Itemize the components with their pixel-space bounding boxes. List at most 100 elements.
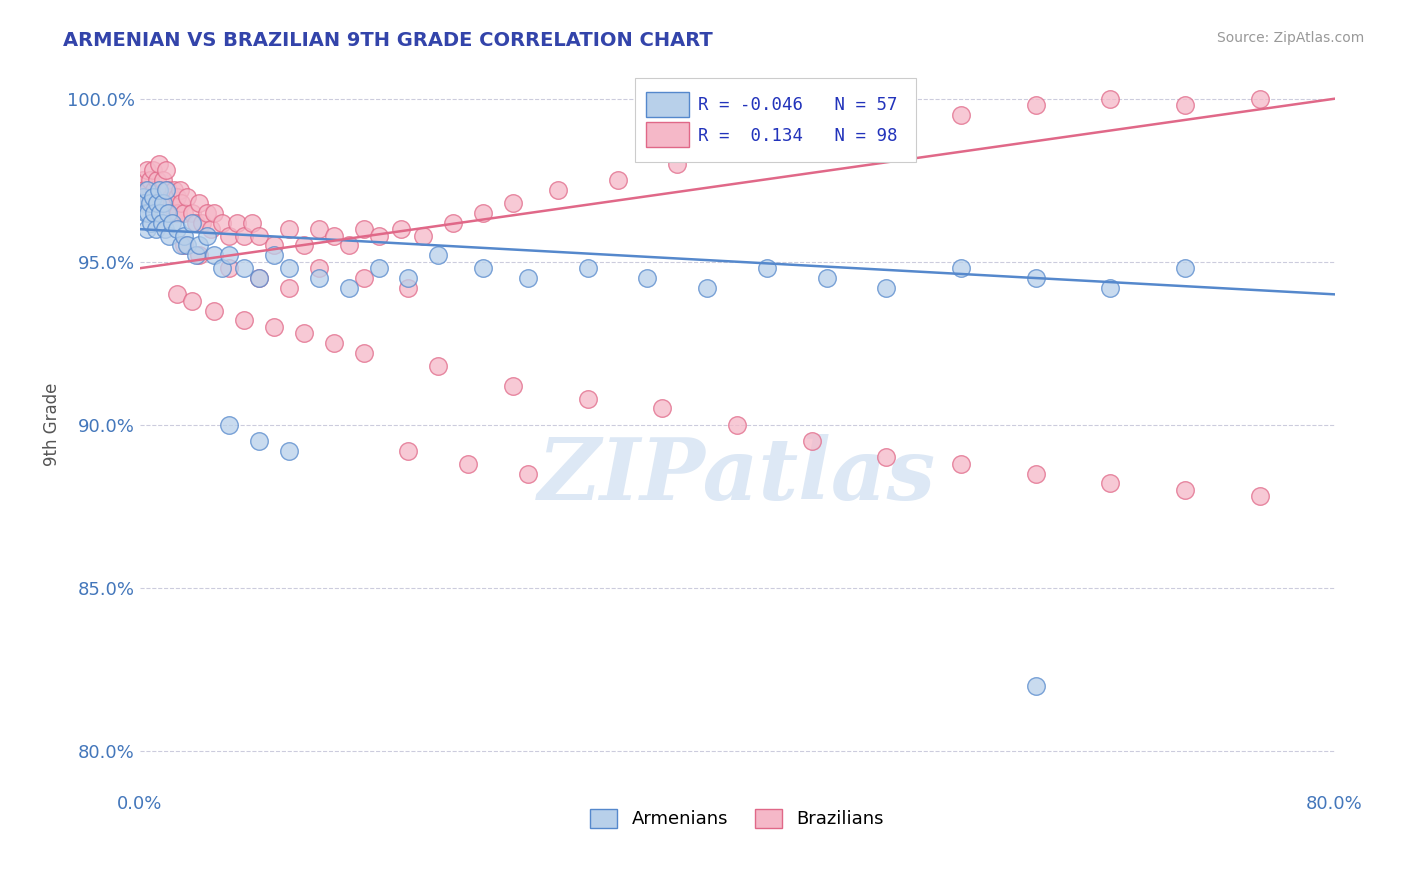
Point — [200, 222, 222, 236]
Point — [176, 238, 198, 252]
Point — [211, 261, 233, 276]
Point — [576, 392, 599, 406]
Point — [263, 320, 285, 334]
Point — [165, 206, 187, 220]
Point — [131, 173, 153, 187]
Point — [134, 189, 156, 203]
Point — [136, 183, 159, 197]
Point — [725, 141, 748, 155]
Point — [157, 228, 180, 243]
Point — [167, 206, 190, 220]
Point — [472, 206, 495, 220]
Point — [263, 248, 285, 262]
Point — [1174, 261, 1197, 276]
Point — [155, 163, 177, 178]
Point — [146, 173, 169, 187]
Point — [138, 183, 160, 197]
Point — [308, 222, 330, 236]
Point — [173, 206, 195, 220]
FancyBboxPatch shape — [636, 78, 917, 161]
Point — [186, 216, 208, 230]
Point — [176, 189, 198, 203]
Text: ARMENIAN VS BRAZILIAN 9TH GRADE CORRELATION CHART: ARMENIAN VS BRAZILIAN 9TH GRADE CORRELAT… — [63, 31, 713, 50]
Point — [337, 281, 360, 295]
Point — [166, 287, 188, 301]
Point — [180, 216, 202, 230]
Point — [141, 216, 163, 230]
Point — [516, 271, 538, 285]
Point — [308, 271, 330, 285]
Point — [169, 183, 191, 197]
Text: R = -0.046   N = 57: R = -0.046 N = 57 — [697, 95, 897, 114]
Point — [225, 216, 247, 230]
Text: ZIPatlas: ZIPatlas — [538, 434, 936, 517]
Point — [1249, 92, 1271, 106]
Point — [153, 222, 176, 236]
Point — [138, 206, 160, 220]
Point — [277, 443, 299, 458]
Point — [1174, 483, 1197, 497]
Point — [145, 222, 167, 236]
Point — [173, 238, 195, 252]
Point — [725, 417, 748, 432]
Point — [651, 401, 673, 416]
Point — [136, 163, 159, 178]
Point — [233, 228, 256, 243]
Point — [950, 261, 973, 276]
Point — [166, 222, 188, 236]
Point — [145, 196, 167, 211]
Point — [218, 261, 240, 276]
Point — [143, 206, 166, 220]
FancyBboxPatch shape — [647, 92, 689, 117]
Point — [139, 173, 162, 187]
Point — [152, 196, 174, 211]
Point — [547, 183, 569, 197]
Point — [233, 261, 256, 276]
Point — [134, 206, 156, 220]
Point — [1025, 98, 1047, 112]
Point — [218, 417, 240, 432]
Point — [247, 271, 270, 285]
FancyBboxPatch shape — [647, 122, 689, 147]
Point — [875, 118, 897, 132]
Point — [427, 248, 450, 262]
Point — [162, 216, 184, 230]
Point — [188, 248, 211, 262]
Point — [396, 281, 419, 295]
Point — [131, 189, 153, 203]
Point — [389, 222, 412, 236]
Point — [202, 206, 225, 220]
Point — [396, 271, 419, 285]
Point — [218, 248, 240, 262]
Point — [875, 281, 897, 295]
Point — [277, 261, 299, 276]
Point — [427, 359, 450, 373]
Point — [875, 450, 897, 465]
Point — [322, 228, 344, 243]
Point — [150, 196, 173, 211]
Point — [150, 216, 173, 230]
Point — [1099, 476, 1122, 491]
Point — [1025, 679, 1047, 693]
Point — [950, 108, 973, 122]
Point — [143, 183, 166, 197]
Point — [1099, 92, 1122, 106]
Point — [153, 196, 176, 211]
Point — [186, 248, 208, 262]
Point — [195, 206, 218, 220]
Point — [136, 196, 159, 211]
Point — [800, 124, 823, 138]
Point — [155, 183, 177, 197]
Point — [696, 281, 718, 295]
Point — [149, 183, 172, 197]
Point — [277, 281, 299, 295]
Point — [157, 206, 180, 220]
Point — [666, 157, 689, 171]
Point — [156, 183, 179, 197]
Point — [396, 443, 419, 458]
Point — [146, 196, 169, 211]
Point — [412, 228, 434, 243]
Point — [472, 261, 495, 276]
Point — [170, 238, 193, 252]
Point — [202, 248, 225, 262]
